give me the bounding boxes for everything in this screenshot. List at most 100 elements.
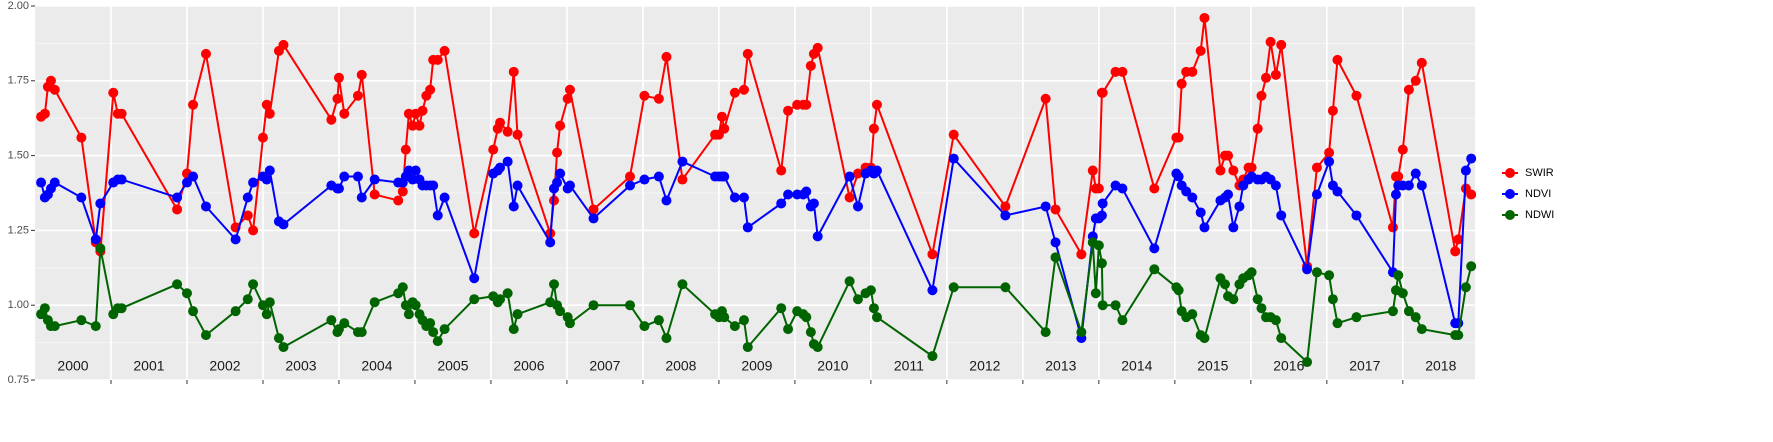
point — [200, 48, 211, 59]
point — [555, 168, 566, 179]
point — [200, 330, 211, 341]
x-label: 2004 — [361, 358, 392, 374]
point — [1351, 90, 1362, 101]
point — [545, 237, 556, 248]
point — [36, 177, 47, 188]
point — [1256, 303, 1267, 314]
point — [865, 285, 876, 296]
point — [1261, 72, 1272, 83]
point — [742, 342, 753, 353]
x-label: 2015 — [1197, 358, 1228, 374]
point — [439, 45, 450, 56]
point — [264, 297, 275, 308]
point — [1176, 78, 1187, 89]
x-label: 2006 — [513, 358, 544, 374]
point — [1393, 171, 1404, 182]
point — [738, 84, 749, 95]
point — [844, 192, 855, 203]
point — [469, 273, 480, 284]
point — [439, 324, 450, 335]
point — [1040, 93, 1051, 104]
point — [868, 303, 879, 314]
point — [801, 99, 812, 110]
point — [1096, 210, 1107, 221]
point — [172, 192, 183, 203]
point — [1397, 144, 1408, 155]
point — [552, 147, 563, 158]
x-label: 2012 — [969, 358, 1000, 374]
point — [1453, 234, 1464, 245]
point — [1410, 312, 1421, 323]
point — [332, 93, 343, 104]
point — [95, 198, 106, 209]
point — [425, 84, 436, 95]
point — [1252, 294, 1263, 305]
point — [45, 75, 56, 86]
point — [1173, 285, 1184, 296]
point — [1276, 333, 1287, 344]
point — [624, 300, 635, 311]
point — [624, 180, 635, 191]
y-tick-label: 1.00 — [8, 299, 29, 311]
point — [333, 183, 344, 194]
point — [356, 327, 367, 338]
point — [1000, 210, 1011, 221]
point — [1149, 243, 1160, 254]
point — [639, 90, 650, 101]
x-label: 2003 — [285, 358, 316, 374]
point — [1324, 156, 1335, 167]
point — [502, 288, 513, 299]
point — [1302, 264, 1313, 275]
point — [400, 144, 411, 155]
point — [812, 342, 823, 353]
point — [948, 129, 959, 140]
point — [1351, 312, 1362, 323]
point — [783, 105, 794, 116]
point — [172, 279, 183, 290]
point — [852, 168, 863, 179]
point — [495, 117, 506, 128]
point — [248, 279, 259, 290]
point — [1097, 87, 1108, 98]
point — [1097, 198, 1108, 209]
point — [948, 153, 959, 164]
point — [261, 309, 272, 320]
point — [495, 294, 506, 305]
point — [1351, 210, 1362, 221]
point — [1460, 282, 1471, 293]
point — [242, 294, 253, 305]
point — [356, 192, 367, 203]
point — [1040, 201, 1051, 212]
point — [1450, 246, 1461, 257]
point — [439, 192, 450, 203]
point — [369, 297, 380, 308]
point — [1311, 162, 1322, 173]
point — [1199, 222, 1210, 233]
legend-marker — [1505, 210, 1515, 220]
point — [564, 180, 575, 191]
point — [948, 282, 959, 293]
point — [742, 48, 753, 59]
point — [588, 204, 599, 215]
point — [776, 198, 787, 209]
point — [868, 123, 879, 134]
point — [469, 294, 480, 305]
point — [927, 249, 938, 260]
point — [812, 42, 823, 53]
point — [428, 180, 439, 191]
point — [508, 324, 519, 335]
point — [397, 186, 408, 197]
point — [248, 177, 259, 188]
point — [488, 144, 499, 155]
x-label: 2010 — [817, 358, 848, 374]
point — [116, 174, 127, 185]
point — [844, 171, 855, 182]
point — [248, 225, 259, 236]
point — [95, 243, 106, 254]
x-label: 2009 — [741, 358, 772, 374]
point — [1110, 300, 1121, 311]
point — [393, 195, 404, 206]
point — [278, 342, 289, 353]
point — [776, 303, 787, 314]
point — [200, 201, 211, 212]
